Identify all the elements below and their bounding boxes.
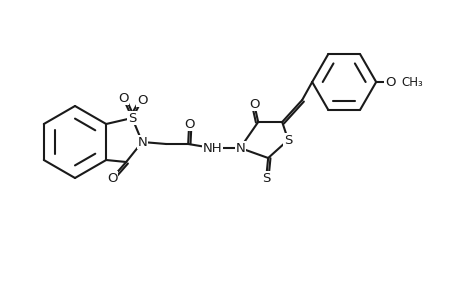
Text: O: O — [118, 92, 128, 104]
Text: S: S — [262, 172, 270, 184]
Text: S: S — [283, 134, 292, 146]
Text: O: O — [137, 94, 147, 106]
Text: N: N — [235, 142, 245, 154]
Text: O: O — [106, 172, 117, 184]
Text: N: N — [137, 136, 147, 148]
Text: NH: NH — [202, 142, 222, 154]
Text: O: O — [384, 76, 395, 88]
Text: O: O — [248, 98, 259, 110]
Text: O: O — [184, 118, 194, 130]
Text: S: S — [128, 112, 136, 124]
Text: CH₃: CH₃ — [400, 76, 422, 88]
